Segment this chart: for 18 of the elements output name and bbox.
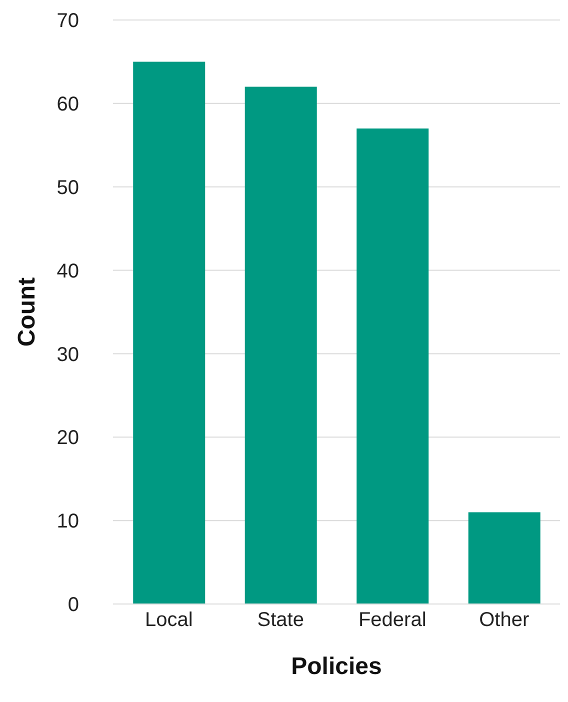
x-tick-label: Local xyxy=(144,609,193,632)
y-tick-label: 10 xyxy=(56,510,79,533)
x-axis-title: Policies xyxy=(291,653,382,680)
bar xyxy=(133,62,206,604)
bar xyxy=(356,128,429,604)
bar xyxy=(244,86,317,604)
bar xyxy=(468,512,540,604)
y-tick-label: 30 xyxy=(56,344,79,366)
y-tick-label: 70 xyxy=(56,10,79,32)
y-tick-label: 20 xyxy=(56,427,79,450)
y-axis-title: Count xyxy=(14,277,41,347)
x-tick-label: Other xyxy=(479,609,530,632)
x-tick-label: State xyxy=(257,609,304,632)
y-tick-label: 60 xyxy=(56,94,79,116)
y-tick-label: 0 xyxy=(68,594,79,616)
y-tick-label: 50 xyxy=(56,176,79,199)
x-tick-label: Federal xyxy=(358,609,426,632)
y-tick-label: 40 xyxy=(56,260,79,282)
